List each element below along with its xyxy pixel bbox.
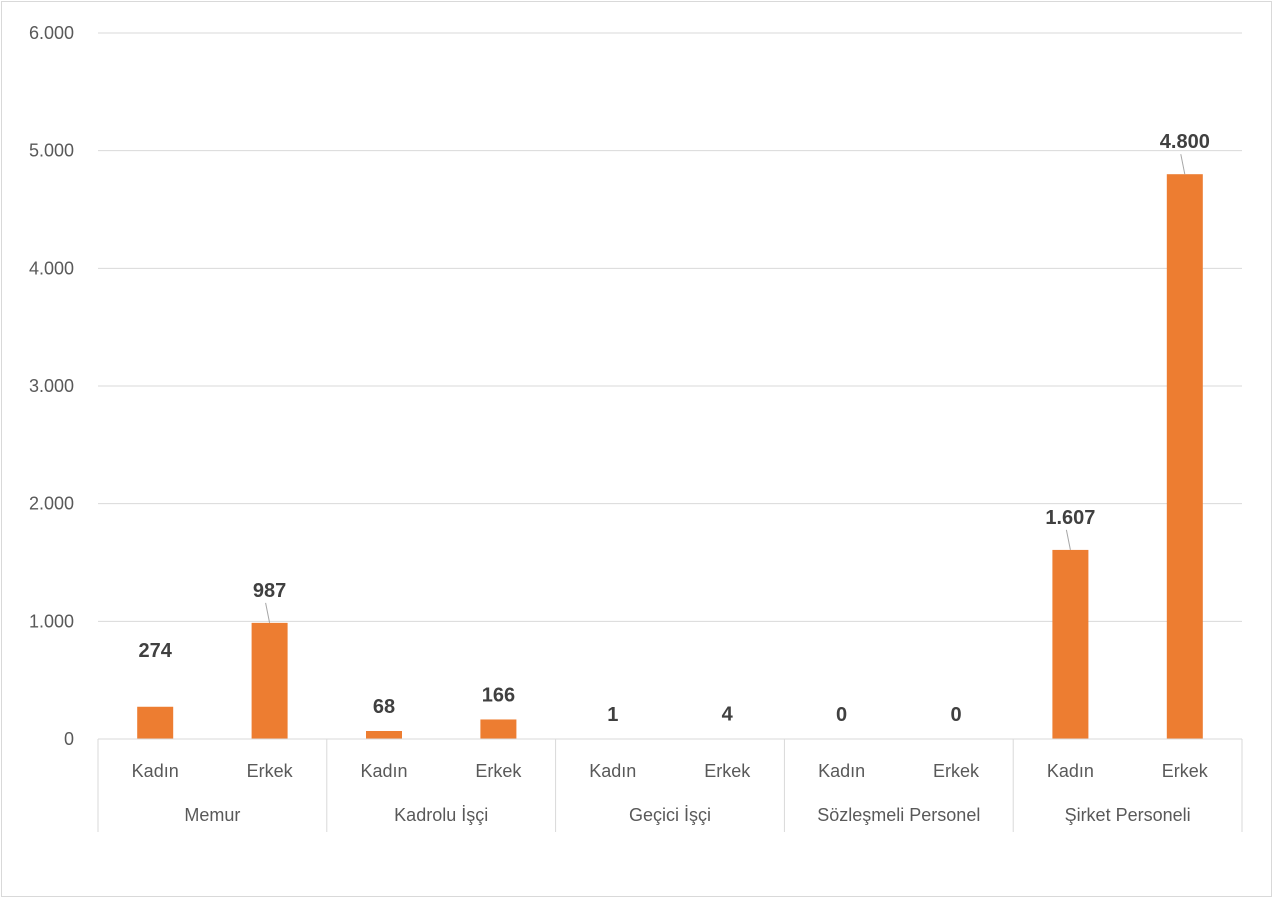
category-label: Erkek (933, 761, 980, 781)
category-label: Kadın (818, 761, 865, 781)
group-label: Kadrolu İşçi (394, 805, 488, 825)
bar (1052, 549, 1089, 739)
group-label: Memur (184, 805, 240, 825)
y-tick-label: 6.000 (29, 23, 74, 43)
data-label: 0 (950, 704, 961, 726)
y-tick-label: 5.000 (29, 141, 74, 161)
data-label: 4.800 (1160, 131, 1210, 153)
leader-line (1065, 529, 1071, 551)
y-tick-label: 4.000 (29, 258, 74, 278)
data-label: 4 (722, 704, 734, 726)
category-label: Erkek (247, 761, 294, 781)
bar (366, 730, 402, 739)
bar (1166, 174, 1203, 739)
data-label: 68 (373, 696, 395, 718)
bar (137, 706, 174, 739)
category-label: Kadın (1047, 761, 1094, 781)
y-tick-label: 3.000 (29, 376, 74, 396)
data-label: 987 (253, 580, 286, 602)
bar (480, 719, 517, 739)
category-label: Erkek (1162, 761, 1209, 781)
group-label: Şirket Personeli (1065, 805, 1191, 825)
data-label: 274 (139, 640, 173, 662)
category-label: Kadın (360, 761, 407, 781)
category-label: Kadın (589, 761, 636, 781)
data-label: 1.607 (1045, 507, 1095, 529)
data-label: 0 (836, 704, 847, 726)
y-tick-label: 2.000 (29, 494, 74, 514)
group-label: Sözleşmeli Personel (817, 805, 980, 825)
category-label: Erkek (475, 761, 522, 781)
leader-line (1180, 154, 1186, 175)
leader-line (265, 602, 271, 623)
data-label: 166 (482, 684, 515, 706)
bar (251, 622, 288, 739)
data-label: 1 (607, 704, 618, 726)
group-label: Geçici İşçi (629, 805, 711, 825)
y-tick-label: 1.000 (29, 611, 74, 631)
category-label: Erkek (704, 761, 751, 781)
category-label: Kadın (132, 761, 179, 781)
y-tick-label: 0 (64, 729, 74, 749)
